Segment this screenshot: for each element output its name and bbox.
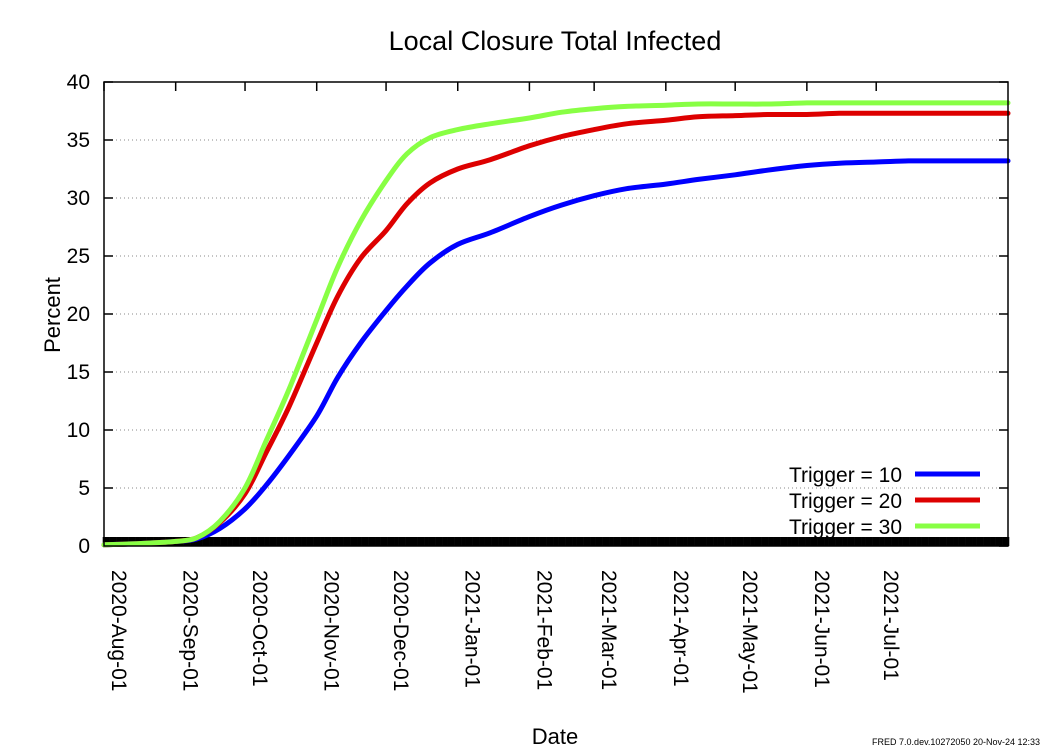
x-axis-label: Date: [532, 724, 578, 749]
x-tick-label: 2021-May-01: [738, 570, 761, 694]
y-tick-label: 35: [67, 129, 90, 152]
x-tick-label: 2021-Jan-01: [461, 570, 484, 688]
x-tick-label: 2021-Apr-01: [669, 570, 692, 687]
plot-frame: [103, 81, 1009, 547]
legend-label: Trigger = 30: [789, 516, 902, 539]
x-tick-label: 2020-Aug-01: [107, 570, 130, 691]
legend-label: Trigger = 10: [789, 464, 902, 487]
x-tick-label: 2020-Nov-01: [320, 570, 343, 691]
y-tick-label: 30: [67, 187, 90, 210]
y-tick-label: 25: [67, 245, 90, 268]
x-tick-label: 2020-Sep-01: [179, 570, 202, 691]
x-tick-label: 2021-Jul-01: [879, 570, 902, 681]
x-tick-label: 2021-Jun-01: [810, 570, 833, 688]
x-tick-label: 2020-Oct-01: [248, 570, 271, 687]
y-tick-label: 40: [67, 71, 90, 94]
x-tick-label: 2021-Feb-01: [532, 570, 555, 690]
y-tick-label: 5: [78, 477, 90, 500]
legend: Trigger = 10 Trigger = 20 Trigger = 30: [789, 464, 980, 539]
footer-text: FRED 7.0.dev.10272050 20-Nov-24 12:33: [872, 737, 1040, 747]
y-axis-ticks: 0 5 10 15 20 25 30 35 40: [67, 71, 1008, 558]
series-line-1: [101, 158, 1011, 548]
grid-lines: [104, 139, 1008, 489]
y-axis-label: Percent: [40, 277, 65, 353]
y-tick-label: 15: [67, 361, 90, 384]
legend-label: Trigger = 20: [789, 490, 902, 513]
y-tick-label: 20: [67, 303, 90, 326]
y-tick-label: 0: [78, 535, 90, 558]
x-tick-label: 2021-Mar-01: [597, 570, 620, 690]
series-lines: [101, 100, 1011, 548]
chart-title: Local Closure Total Infected: [389, 26, 722, 56]
x-axis-ticks: 2020-Aug-01 2020-Sep-01 2020-Oct-01 2020-No…: [102, 82, 1010, 694]
x-tick-label: 2020-Dec-01: [389, 570, 412, 691]
y-tick-label: 10: [67, 419, 90, 442]
series-line-3: [101, 100, 1011, 548]
